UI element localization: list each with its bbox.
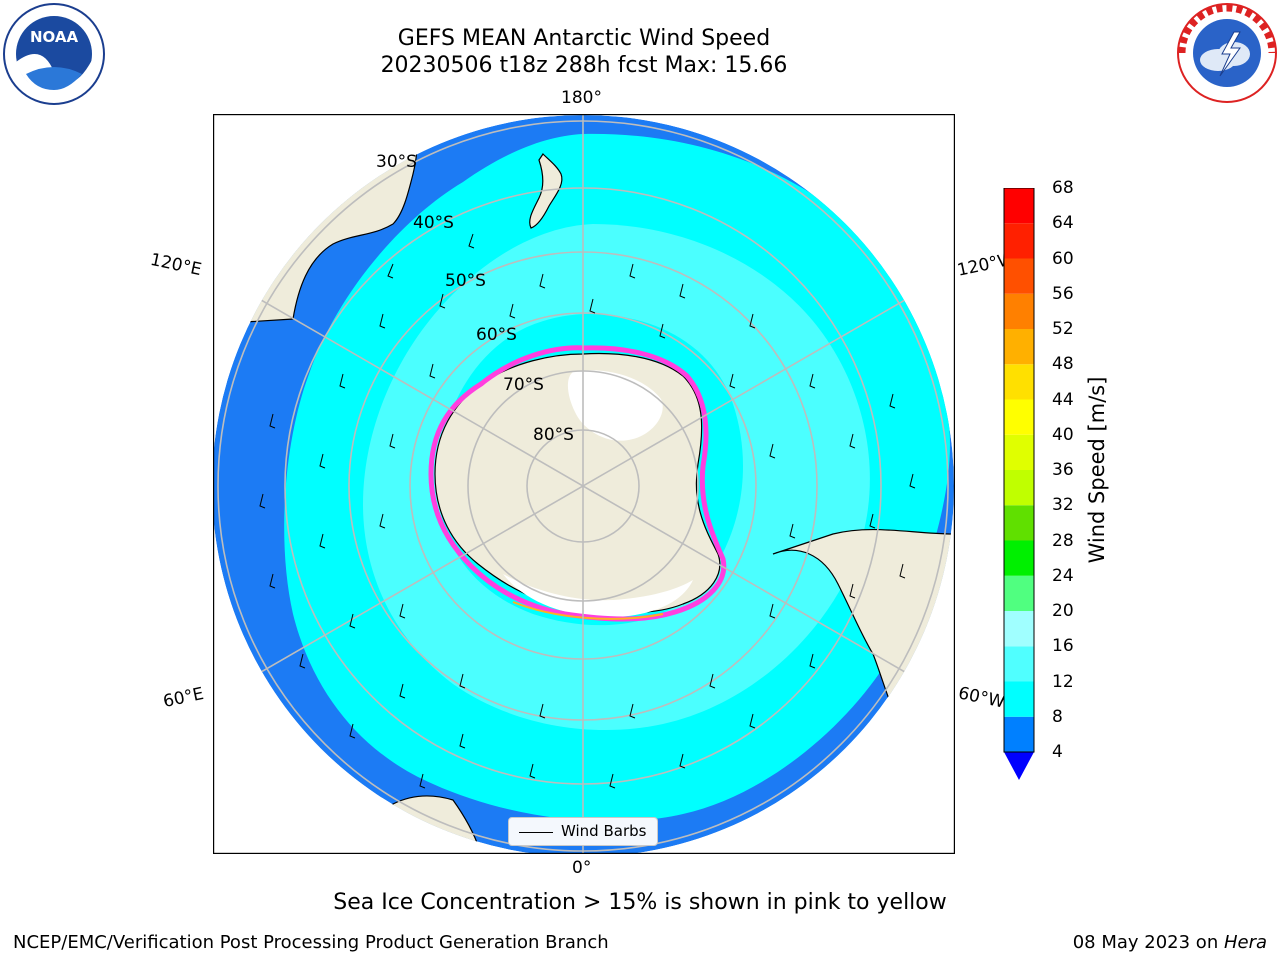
wind-field [213,115,954,854]
colorbar-tick-label: 4 [1052,742,1063,762]
colorbar-label: Wind Speed [m/s] [1085,376,1109,564]
wind-barb-line [519,832,553,833]
colorbar-segment [1004,575,1034,611]
colorbar-segment [1004,293,1034,329]
colorbar-segments [1004,188,1034,752]
footer-date-text: 08 May 2023 on [1072,932,1224,953]
colorbar-tick-label: 16 [1052,636,1074,657]
colorbar-tick-label: 60 [1052,248,1074,269]
colorbar [1003,188,1035,780]
colorbar-tick-label: 12 [1052,671,1074,692]
legend-label: Wind Barbs [561,822,647,840]
colorbar-tick-label: 52 [1052,319,1074,339]
sea-ice-edge [428,345,727,622]
colorbar-tick-label: 8 [1052,706,1063,727]
colorbar-tick-label: 32 [1052,495,1074,516]
graticule [213,115,954,854]
colorbar-segment [1004,399,1034,435]
colorbar-tick-label: 40 [1052,424,1074,445]
footer-host: Hera [1223,932,1267,953]
colorbar-segment [1004,364,1034,400]
lon-label-180: 180° [561,88,602,108]
lat-label-50s: 50°S [445,271,486,291]
sea-ice-edge-yellow [512,601,664,620]
colorbar-tick-label: 44 [1052,389,1074,410]
colorbar-tick-label: 24 [1052,565,1074,586]
footer-credit: NCEP/EMC/Verification Post Processing Pr… [13,932,609,953]
colorbar-segment [1004,611,1034,647]
colorbar-tick-label: 56 [1052,283,1074,304]
colorbar-border [1003,188,1035,753]
colorbar-tick-label: 20 [1052,601,1074,621]
weddell-ice [503,574,693,618]
lon-label-0: 0° [572,858,592,878]
colorbar-tick-label: 68 [1052,178,1074,198]
lat-label-80s: 80°S [533,425,574,445]
colorbar-segment [1004,716,1034,752]
colorbar-segment [1004,223,1034,259]
colorbar-tick-label: 64 [1052,213,1074,234]
colorbar-segment [1004,470,1034,506]
colorbar-segment [1004,540,1034,576]
colorbar-segment [1004,681,1034,717]
map-title: GEFS MEAN Antarctic Wind Speed [397,26,771,51]
colorbar-tick-label: 48 [1052,354,1074,375]
lon-label-60w: 60°W [956,683,1007,713]
nws-logo [1177,3,1277,103]
lat-label-70s: 70°S [503,375,544,395]
polar-map[interactable] [213,114,955,854]
colorbar-extend-arrow [1004,752,1034,780]
lat-label-30s: 30°S [376,152,417,172]
colorbar-tick-label: 28 [1052,530,1074,551]
lat-label-60s: 60°S [476,325,517,345]
lon-label-120e: 120°E [148,249,204,281]
colorbar-segment [1004,505,1034,541]
map-legend: Wind Barbs [508,817,658,846]
map-border [213,114,955,854]
footer-date: 08 May 2023 on Hera [1073,932,1267,953]
map-panel[interactable] [213,114,955,854]
colorbar-segment [1004,258,1034,294]
colorbar-segment [1004,434,1034,470]
map-subtitle: 20230506 t18z 288h fcst Max: 15.66 [380,53,788,78]
sea-ice-note: Sea Ice Concentration > 15% is shown in … [333,890,947,915]
colorbar-segment [1004,329,1034,365]
colorbar-segment [1004,646,1034,682]
noaa-logo: NOAA [3,3,105,105]
colorbar-segment [1004,188,1034,224]
lat-label-40s: 40°S [413,213,454,233]
wind-barbs [259,233,916,789]
lon-label-60e: 60°E [161,683,206,713]
ross-ice-shelf [567,370,663,441]
colorbar-tick-label: 36 [1052,460,1074,480]
noaa-logo-text: NOAA [30,28,79,46]
